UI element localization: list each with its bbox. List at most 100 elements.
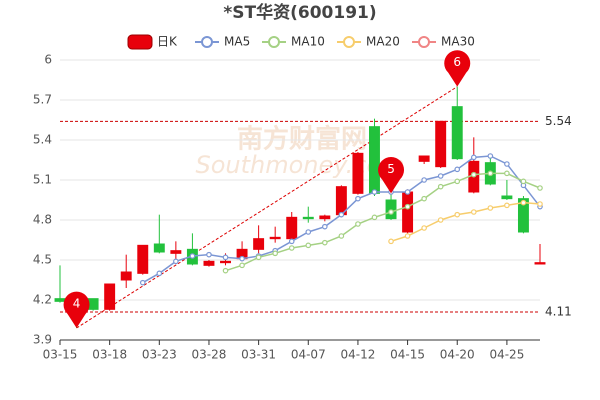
trend-line <box>76 86 458 329</box>
ma-point <box>437 173 444 179</box>
ma-point <box>470 171 477 178</box>
legend-label: MA10 <box>291 35 325 49</box>
legend-label: 日K <box>157 35 178 49</box>
ma-point <box>404 233 411 239</box>
y-tick-label: 5.4 <box>33 133 52 147</box>
candle-body <box>203 260 215 266</box>
x-tick-label: 04-25 <box>489 348 524 362</box>
ma-point <box>421 225 427 231</box>
candle-body <box>435 120 447 168</box>
ma-point <box>355 221 361 227</box>
candle-body <box>286 216 298 240</box>
ma-point <box>537 185 543 191</box>
candle-body <box>418 155 430 162</box>
ma-point <box>504 202 510 209</box>
legend-swatch <box>127 34 153 50</box>
candle-body <box>170 250 182 254</box>
ma-point <box>470 209 477 215</box>
reference-label: 5.54 <box>545 114 572 128</box>
ma-point <box>454 178 461 185</box>
legend-dot <box>418 36 430 48</box>
x-tick-label: 03-28 <box>192 348 227 362</box>
ma-point <box>487 153 494 159</box>
ma-point <box>305 229 312 235</box>
ma-point <box>189 253 196 259</box>
ma-point <box>355 195 361 202</box>
ma-point <box>272 250 278 257</box>
ma-point <box>305 242 312 249</box>
ma-point <box>520 199 527 206</box>
x-tick-label: 04-15 <box>390 348 425 362</box>
candle-body <box>120 271 132 281</box>
ma-point <box>388 209 394 215</box>
legend-label: MA20 <box>366 35 400 49</box>
x-tick-label: 04-20 <box>440 348 475 362</box>
ma-point <box>255 254 262 261</box>
y-tick-label: 3.9 <box>33 333 52 347</box>
marker-pin <box>378 156 405 194</box>
y-tick-label: 4.5 <box>33 253 52 267</box>
ma-point <box>421 177 427 183</box>
reference-label: 4.11 <box>545 305 572 319</box>
y-tick-label: 5.1 <box>33 173 52 187</box>
ma-point <box>239 255 245 262</box>
ma-point <box>520 178 527 185</box>
ma-point <box>222 254 229 261</box>
candle-body <box>369 126 380 194</box>
ma-point <box>139 279 146 286</box>
x-tick-label: 04-12 <box>340 348 375 362</box>
ma-point <box>173 258 179 265</box>
ma-line <box>390 201 541 243</box>
legend-dot <box>343 36 355 48</box>
y-tick-label: 4.8 <box>33 213 52 227</box>
y-tick-label: 5.7 <box>33 93 52 107</box>
ma-point <box>288 238 295 245</box>
x-tick-label: 03-18 <box>92 348 127 362</box>
candle-body <box>153 243 165 253</box>
x-tick-label: 03-15 <box>43 348 78 362</box>
ma-point <box>404 189 411 195</box>
legend-dot <box>201 36 213 48</box>
candle-body <box>501 195 513 200</box>
marker-label: 4 <box>73 297 81 311</box>
ma-point <box>239 262 245 269</box>
ma-point <box>371 189 378 195</box>
marker-pin <box>444 50 471 87</box>
candle-body <box>451 106 463 160</box>
ma-point <box>487 205 494 211</box>
candle-body <box>319 215 331 220</box>
candle-body <box>352 152 364 194</box>
candle-body <box>253 238 265 250</box>
marker-label: 6 <box>453 55 461 69</box>
candle-body <box>220 260 231 264</box>
ma-point <box>371 214 378 221</box>
ma-point <box>404 203 411 210</box>
watermark: 南方财富网 <box>237 124 367 155</box>
candle-body <box>137 244 149 274</box>
ma-point <box>454 166 461 173</box>
candle-body <box>104 283 116 310</box>
ma-point <box>338 211 345 218</box>
ma-point <box>437 183 444 190</box>
ma-line <box>225 172 541 272</box>
legend-label: MA5 <box>224 35 250 49</box>
ma-point <box>388 238 394 245</box>
marker-label: 5 <box>387 162 395 176</box>
ma-point <box>222 267 229 274</box>
candle-body <box>402 191 414 233</box>
ma-point <box>504 161 510 167</box>
x-tick-label: 04-07 <box>291 348 326 362</box>
legend-dot <box>268 36 280 48</box>
ma-point <box>322 223 328 230</box>
ma-point <box>454 211 461 218</box>
candle-body <box>534 262 546 265</box>
ma-point <box>537 201 543 207</box>
y-tick-label: 4.2 <box>33 293 52 307</box>
candle-body <box>54 298 66 302</box>
ma-point <box>322 239 328 246</box>
marker-pin <box>63 291 90 328</box>
candle-body <box>302 216 314 220</box>
ma-point <box>288 245 295 251</box>
y-tick-label: 6 <box>44 53 52 67</box>
